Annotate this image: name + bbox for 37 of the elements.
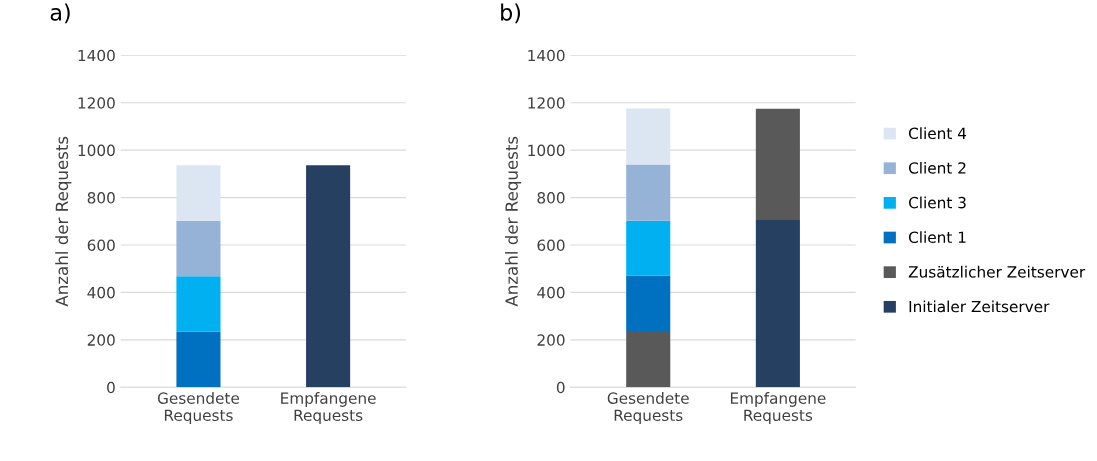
y-tick-label: 1000 <box>78 144 115 157</box>
y-tick-label: 600 <box>537 239 565 252</box>
legend-label: Initialer Zeitserver <box>909 300 1050 313</box>
y-axis-title: Anzahl der Requests <box>505 136 522 307</box>
legend-label: Client 1 <box>908 231 966 244</box>
bar <box>626 220 671 276</box>
chart-title: b) <box>501 3 520 24</box>
bar <box>755 108 800 221</box>
y-tick-label: 1200 <box>78 97 115 109</box>
y-tick-label: 0 <box>556 381 565 394</box>
legend-label: Client 3 <box>908 196 966 209</box>
x-tick-label: Gesendete Requests <box>157 392 240 424</box>
legend-label: Zusätzlicher Zeitserver <box>908 265 1086 278</box>
x-tick-label: Empfangene Requests <box>730 392 826 424</box>
x-tick-label: Gesendete Requests <box>607 392 689 424</box>
bar <box>626 108 671 165</box>
chart-title: a) <box>50 3 70 24</box>
y-tick-label: 400 <box>537 286 565 299</box>
y-tick-label: 1400 <box>528 49 565 62</box>
y-tick-label: 1000 <box>528 144 565 157</box>
y-tick-label: 800 <box>87 192 115 204</box>
bar <box>626 164 671 221</box>
legend-label: Client 4 <box>908 127 967 140</box>
bar <box>626 331 671 388</box>
y-axis-title: Anzahl der Requests <box>55 136 72 307</box>
y-tick-label: 800 <box>537 192 565 204</box>
y-tick-label: 0 <box>107 381 115 394</box>
y-tick-label: 600 <box>87 239 115 252</box>
x-tick-label: Empfangene Requests <box>281 392 376 424</box>
bar <box>755 220 800 388</box>
y-tick-label: 400 <box>87 286 115 299</box>
y-tick-label: 200 <box>537 334 565 346</box>
y-tick-label: 200 <box>87 334 115 346</box>
y-tick-label: 1200 <box>528 97 565 109</box>
bar <box>626 275 671 332</box>
y-tick-label: 1400 <box>78 49 115 62</box>
legend-label: Client 2 <box>908 161 966 174</box>
